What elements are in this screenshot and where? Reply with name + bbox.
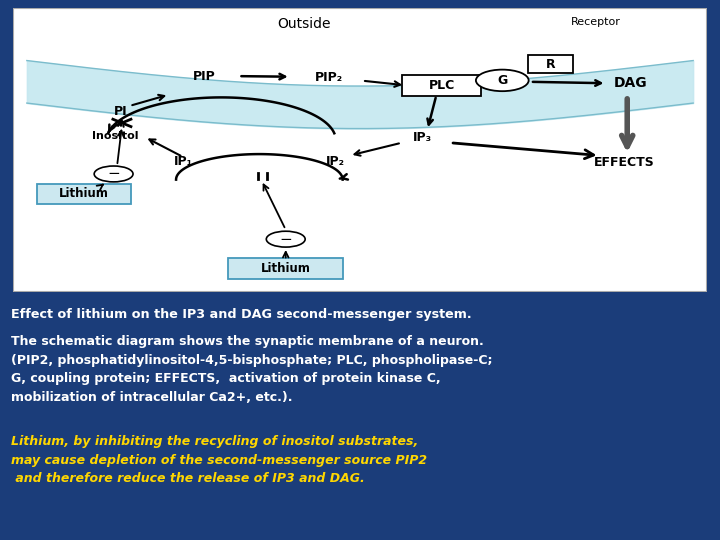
Text: Outside: Outside	[278, 17, 331, 31]
Text: −: −	[279, 232, 292, 247]
Text: The schematic diagram shows the synaptic membrane of a neuron.
(PIP2, phosphatid: The schematic diagram shows the synaptic…	[11, 335, 492, 404]
Text: PIP: PIP	[192, 70, 215, 83]
Text: Receptor: Receptor	[571, 17, 621, 26]
Text: Lithium, by inhibiting the recycling of inositol substrates,
may cause depletion: Lithium, by inhibiting the recycling of …	[11, 435, 427, 485]
FancyBboxPatch shape	[402, 75, 482, 96]
Text: IP₂: IP₂	[326, 154, 345, 168]
Text: DAG: DAG	[614, 76, 647, 90]
Text: PIP₂: PIP₂	[315, 71, 343, 84]
Text: IP₁: IP₁	[174, 154, 192, 168]
Text: −: −	[107, 166, 120, 181]
Text: PLC: PLC	[428, 79, 454, 92]
Text: Lithium: Lithium	[261, 262, 310, 275]
Text: Effect of lithium on the IP3 and DAG second-messenger system.: Effect of lithium on the IP3 and DAG sec…	[11, 308, 472, 321]
Text: Lithium: Lithium	[59, 187, 109, 200]
FancyArrowPatch shape	[453, 143, 593, 159]
FancyBboxPatch shape	[228, 258, 343, 279]
Circle shape	[94, 166, 133, 182]
FancyBboxPatch shape	[528, 55, 573, 73]
Text: G: G	[498, 74, 508, 87]
Text: R: R	[546, 58, 555, 71]
FancyBboxPatch shape	[37, 184, 131, 204]
Text: Inositol: Inositol	[92, 131, 139, 141]
Circle shape	[476, 70, 528, 91]
Text: IP₃: IP₃	[413, 131, 432, 144]
Text: EFFECTS: EFFECTS	[593, 156, 654, 169]
Circle shape	[266, 231, 305, 247]
Text: PI: PI	[114, 105, 127, 118]
FancyBboxPatch shape	[13, 8, 707, 292]
